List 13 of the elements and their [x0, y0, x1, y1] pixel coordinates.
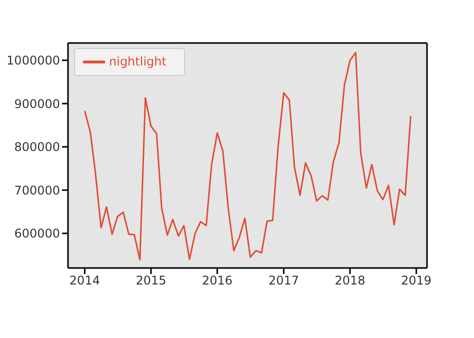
- y-tick-label: 1000000: [6, 54, 60, 68]
- x-tick-label: 2017: [268, 274, 299, 288]
- legend-label: nightlight: [109, 54, 166, 68]
- y-tick-label: 800000: [14, 140, 60, 154]
- y-tick-label: 700000: [14, 183, 60, 198]
- line-series: [84, 52, 412, 261]
- y-tick-label: 900000: [14, 96, 60, 111]
- x-tick-label: 2015: [136, 274, 166, 288]
- x-tick-label: 2016: [202, 274, 233, 288]
- x-tick-label: 2014: [69, 274, 100, 288]
- x-tick-label: 2018: [334, 274, 366, 288]
- y-tick-label: 600000: [14, 226, 60, 241]
- x-tick-label: 2019: [401, 274, 432, 288]
